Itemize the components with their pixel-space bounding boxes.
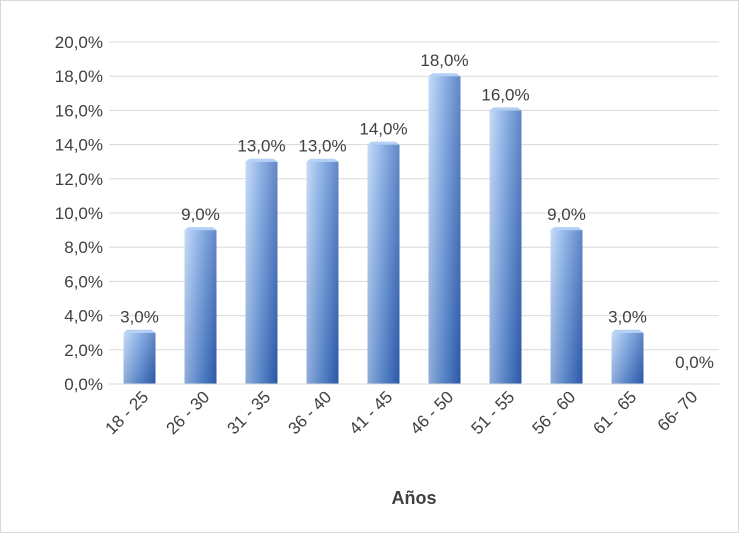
data-label: 0,0% <box>675 353 714 372</box>
y-tick-label: 12,0% <box>55 170 103 189</box>
bar-shade <box>123 332 156 384</box>
bar-shade <box>550 230 583 384</box>
bar-shade <box>489 110 522 385</box>
bar-shade <box>611 332 644 384</box>
x-tick-label: 61 - 65 <box>589 387 640 438</box>
y-tick-label: 4,0% <box>64 307 103 326</box>
bar-cap <box>550 227 583 231</box>
bar-shade <box>245 161 278 384</box>
y-tick-label: 6,0% <box>64 272 103 291</box>
y-tick-label: 20,0% <box>55 33 103 52</box>
bar-cap <box>123 329 156 333</box>
data-labels: 3,0% 9,0% 13,0% 13,0% 14,0% 18,0% 16,0% 9,0% 3,0… <box>120 51 714 372</box>
x-tick-label: 36 - 40 <box>284 387 335 438</box>
data-label: 3,0% <box>120 308 159 327</box>
bars <box>123 73 644 385</box>
data-label: 16,0% <box>481 85 529 104</box>
x-tick-label: 46 - 50 <box>406 387 457 438</box>
y-tick-label: 14,0% <box>55 136 103 155</box>
data-label: 18,0% <box>420 51 468 70</box>
x-tick-label: 26 - 30 <box>162 387 213 438</box>
bar-cap <box>428 73 461 77</box>
x-tick-label: 31 - 35 <box>223 387 274 438</box>
bar-cap <box>611 329 644 333</box>
x-axis-title: Años <box>392 488 437 508</box>
bar-shade <box>367 144 400 384</box>
y-tick-label: 8,0% <box>64 238 103 257</box>
y-tick-label: 2,0% <box>64 341 103 360</box>
data-label: 9,0% <box>181 205 220 224</box>
x-tick-label: 41 - 45 <box>345 387 396 438</box>
y-tick-label: 10,0% <box>55 204 103 223</box>
bar-shade <box>428 76 461 384</box>
y-tick-label: 16,0% <box>55 101 103 120</box>
bar-cap <box>245 158 278 162</box>
y-axis-ticks: 0,0% 2,0% 4,0% 6,0% 8,0% 10,0% 12,0% 14,0% 16,0%… <box>55 33 103 394</box>
bar-shade <box>306 161 339 384</box>
data-label: 9,0% <box>547 205 586 224</box>
x-tick-label: 18 - 25 <box>101 387 152 438</box>
data-label: 14,0% <box>359 120 407 139</box>
bar-cap <box>367 141 400 145</box>
bar-cap <box>489 107 522 111</box>
x-tick-label: 51 - 55 <box>467 387 518 438</box>
data-label: 13,0% <box>298 137 346 156</box>
data-label: 3,0% <box>608 308 647 327</box>
x-tick-label: 56 - 60 <box>528 387 579 438</box>
y-tick-label: 0,0% <box>64 375 103 394</box>
bar-shade <box>184 230 217 384</box>
x-tick-label: 66- 70 <box>654 387 702 435</box>
y-tick-label: 18,0% <box>55 67 103 86</box>
bar-cap <box>306 158 339 162</box>
data-label: 13,0% <box>237 137 285 156</box>
bar-cap <box>184 227 217 231</box>
x-axis-ticks: 18 - 25 26 - 30 31 - 35 36 - 40 41 - 45 46 - … <box>101 387 701 438</box>
